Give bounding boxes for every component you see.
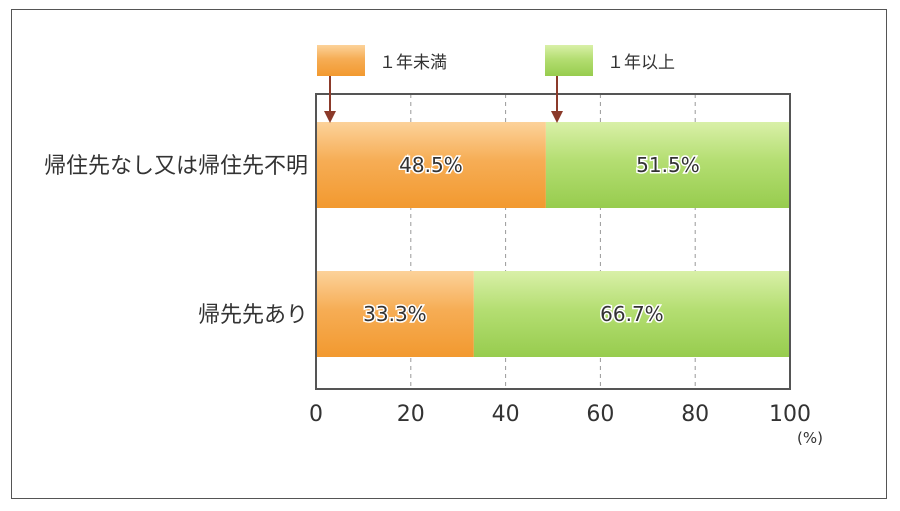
labels-group: 48.5% 51.5% 帰住先なし又は帰住先不明 33.3% 66.7% 帰先先あり: [44, 152, 701, 329]
legend-label: １年未満: [379, 53, 447, 73]
bar-segment: [316, 122, 546, 208]
bar-segment: [545, 122, 790, 208]
category-label: 帰先先あり: [198, 303, 308, 328]
plot-border: [315, 93, 791, 390]
legend-swatch: [317, 45, 365, 76]
data-label: 48.5%: [399, 153, 463, 177]
x-unit-label: (%): [797, 429, 823, 447]
data-label: 51.5%: [636, 153, 700, 177]
legend-arrow-head: [551, 111, 563, 123]
bar-segment: [316, 271, 474, 357]
legend-swatch: [545, 45, 593, 76]
x-tick-label: 60: [586, 402, 614, 427]
legend-group: １年未満 １年以上: [317, 45, 675, 123]
bars-group: [316, 122, 790, 357]
legend-arrow-head: [324, 111, 336, 123]
axis-group: 0 20 40 60 80 100 (%): [309, 93, 823, 447]
data-label: 33.3%: [363, 302, 427, 326]
legend-label: １年以上: [607, 53, 675, 73]
data-label: 66.7%: [600, 302, 664, 326]
x-tick-label: 80: [681, 402, 709, 427]
bar-segment: [473, 271, 790, 357]
category-label: 帰住先なし又は帰住先不明: [44, 154, 308, 179]
x-tick-label: 100: [769, 402, 811, 427]
x-tick-label: 40: [492, 402, 520, 427]
chart-frame: 48.5% 51.5% 帰住先なし又は帰住先不明 33.3% 66.7% 帰先先あり 0 2…: [11, 9, 887, 499]
x-tick-label: 20: [397, 402, 425, 427]
x-tick-label: 0: [309, 402, 323, 427]
stacked-bar-chart: 48.5% 51.5% 帰住先なし又は帰住先不明 33.3% 66.7% 帰先先あり 0 2…: [44, 45, 823, 447]
